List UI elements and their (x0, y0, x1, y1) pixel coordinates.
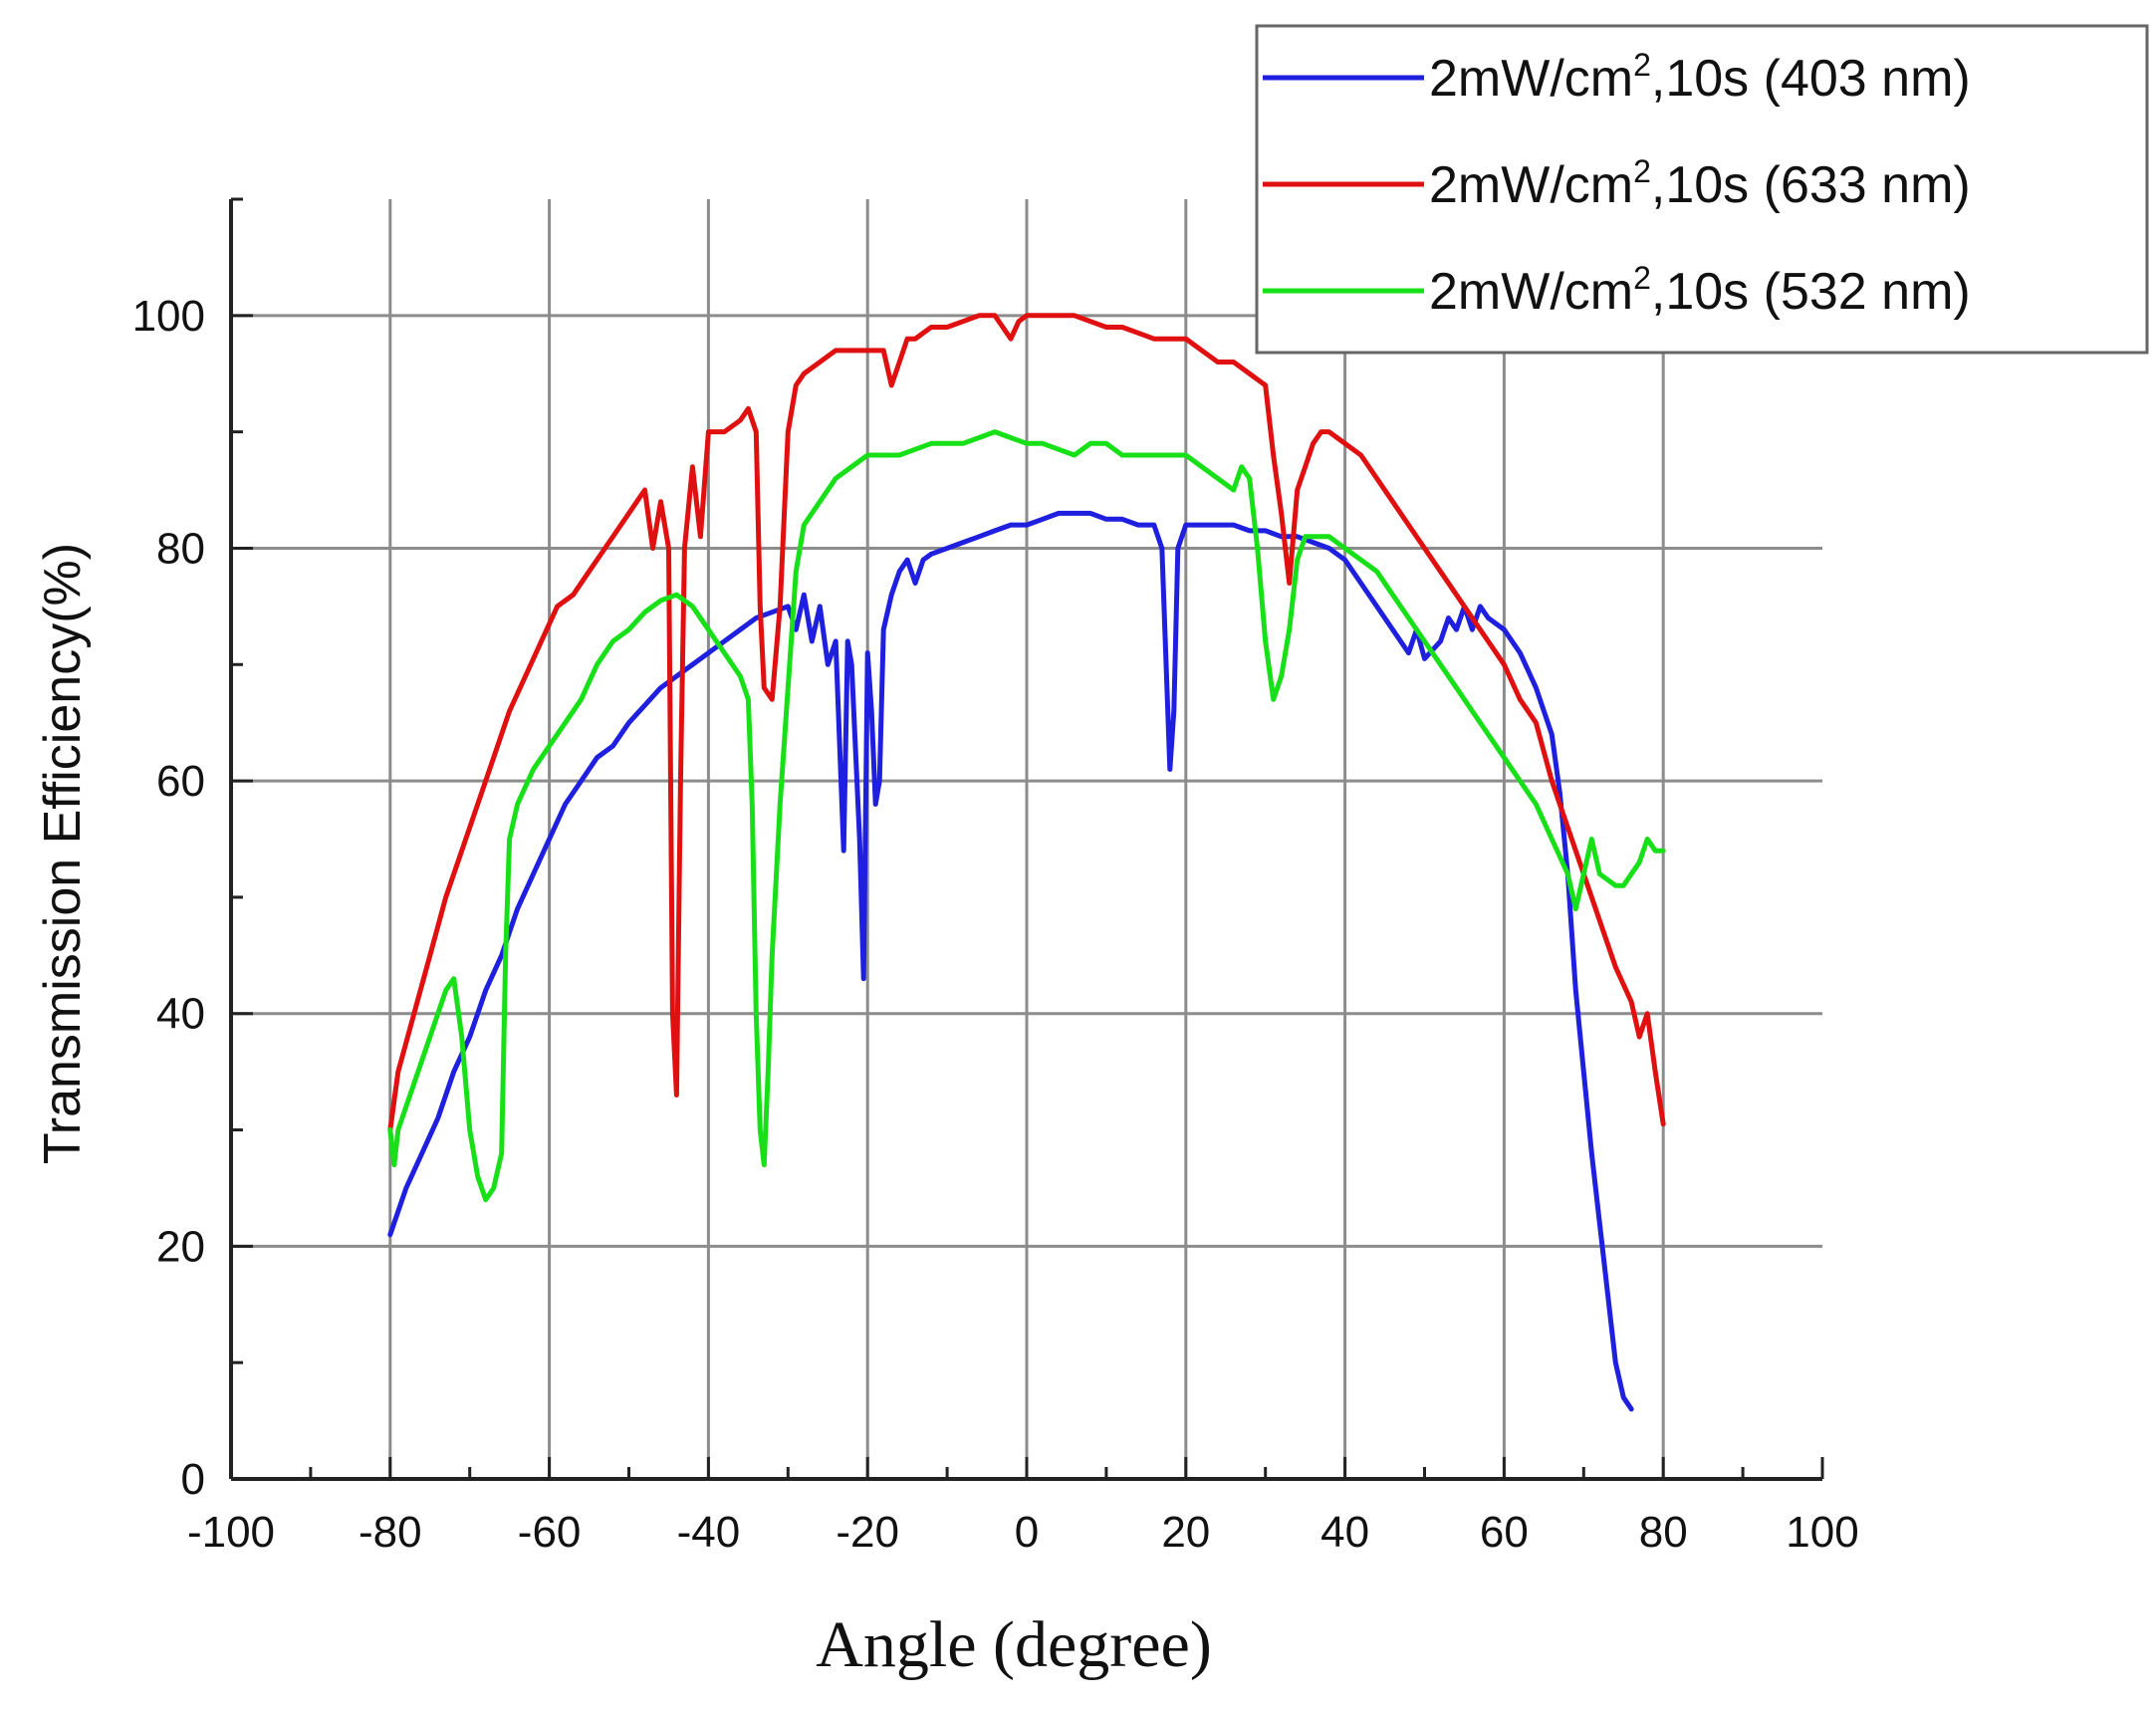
series-lines (387, 313, 1666, 1412)
tick-labels: -100 -80 -60 -40 -20 0 20 40 60 80 100 0 20 40 60 80 100 (132, 292, 1859, 1557)
x-tick-label: 60 (1480, 1508, 1529, 1557)
x-axis-label: Angle (degree) (816, 1608, 1212, 1681)
y-tick-label: 0 (181, 1455, 205, 1504)
legend-entry-label: 2mW/cm2,10s (532 nm) (1429, 260, 1971, 321)
y-tick-label: 40 (156, 990, 205, 1039)
y-tick-label: 20 (156, 1222, 205, 1271)
y-tick-label: 100 (132, 292, 205, 341)
legend-entry-label: 2mW/cm2,10s (633 nm) (1429, 153, 1971, 214)
legend-box (1255, 24, 2149, 355)
x-tick-label: 80 (1639, 1508, 1688, 1557)
y-axis-label: Transmission Efficiency(%) (34, 543, 92, 1164)
x-tick-label: 100 (1786, 1508, 1858, 1557)
y-tick-label: 60 (156, 757, 205, 806)
y-tick-label: 80 (156, 524, 205, 573)
series-line (387, 429, 1666, 1203)
x-tick-label: -20 (836, 1508, 899, 1557)
x-tick-label: 40 (1320, 1508, 1369, 1557)
x-tick-label: -80 (359, 1508, 422, 1557)
series-line (387, 313, 1666, 1132)
legend-entry-label: 2mW/cm2,10s (403 nm) (1429, 47, 1971, 108)
x-tick-label: 20 (1161, 1508, 1210, 1557)
x-tick-label: -60 (518, 1508, 582, 1557)
x-tick-label: -100 (187, 1508, 275, 1557)
axes (229, 197, 1824, 1481)
legend: 2mW/cm2,10s (403 nm) 2mW/cm2,10s (633 nm)… (1255, 24, 2149, 355)
x-tick-label: -40 (677, 1508, 741, 1557)
x-tick-label: 0 (1015, 1508, 1039, 1557)
series-line (387, 510, 1634, 1412)
